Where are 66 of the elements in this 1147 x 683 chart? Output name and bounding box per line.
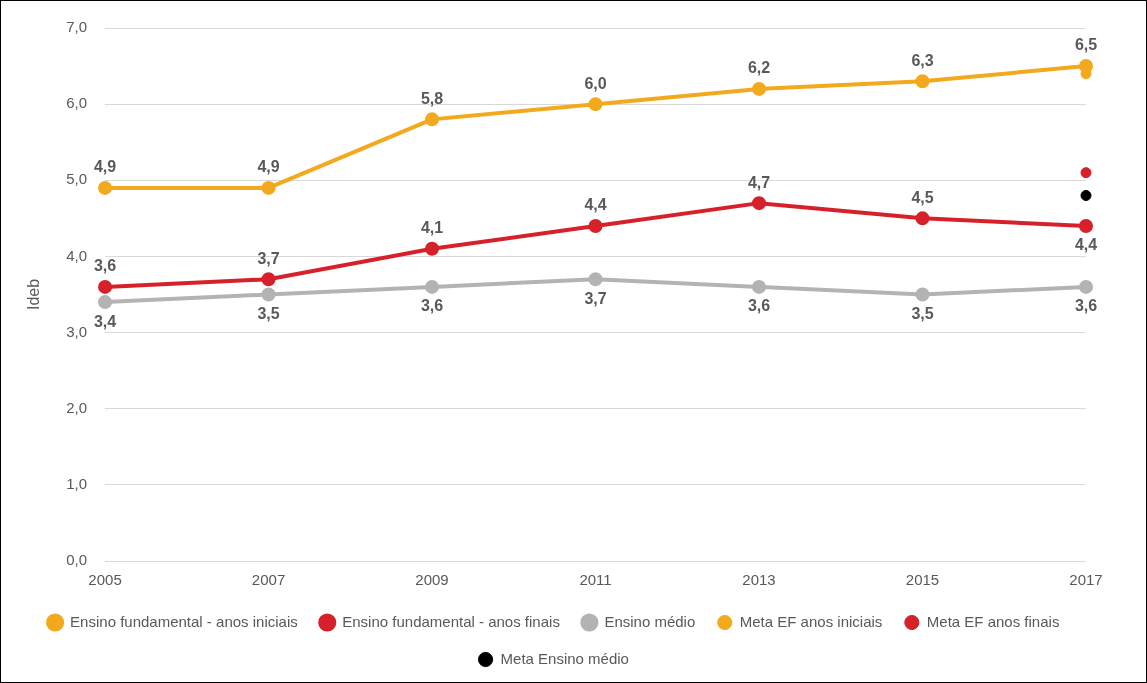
data-label: 3,6 [93,257,117,275]
point [98,279,113,294]
y-tick-label: 4,0 [66,246,88,264]
data-label: 6,5 [1074,36,1098,54]
point [588,272,603,287]
data-label: 4,9 [257,158,280,176]
y-tick-label: 6,0 [66,94,88,112]
point [425,279,440,294]
y-tick-label: 3,0 [66,322,88,340]
point [915,74,930,89]
data-label: 4,4 [1074,236,1098,254]
point [425,112,440,127]
data-label: 3,5 [911,304,934,322]
point [98,295,113,310]
point [98,180,113,195]
point [425,241,440,256]
data-label: 3,4 [93,312,117,330]
data-label: 4,1 [420,219,444,237]
legend-label: Ensino fundamental - anos finais [342,612,560,630]
data-label: 3,6 [747,297,771,315]
point [261,180,276,195]
y-tick-label: 0,0 [66,551,88,569]
x-tick-label: 2013 [742,571,776,589]
data-label: 4,4 [584,196,607,214]
legend-label: Meta Ensino médio [500,649,629,667]
x-tick-label: 2009 [415,571,449,589]
x-tick-label: 2015 [905,571,940,589]
y-tick-label: 1,0 [66,475,88,492]
point [752,196,767,211]
y-tick-label: 7,0 [66,18,88,36]
point [588,218,603,233]
point [1080,190,1092,202]
point [261,287,276,302]
point [752,81,767,96]
y-tick-label: 2,0 [66,398,88,416]
data-label: 5,8 [420,89,444,107]
data-label: 6,3 [911,51,934,69]
point [915,211,930,226]
x-tick-label: 2011 [579,571,612,589]
point [1079,279,1093,294]
point [1080,167,1092,179]
point [1079,218,1093,233]
data-label: 6,2 [747,59,771,77]
data-label: 3,6 [420,297,444,315]
data-label: 4,7 [747,173,771,191]
data-label: 6,0 [584,74,607,92]
x-tick-label: 2005 [88,571,122,589]
data-label: 4,5 [911,188,934,206]
legend-label: Ensino médio [604,612,696,630]
x-tick-label: 2007 [251,571,286,589]
y-tick-label: 5,0 [66,170,88,188]
data-label: 4,9 [93,158,117,176]
data-label: 3,7 [584,289,607,307]
point [1079,59,1093,74]
legend-label: Meta EF anos iniciais [739,612,883,630]
point [915,287,930,302]
legend-label: Ensino fundamental - anos iniciais [70,612,298,630]
legend-label: Meta EF anos finais [926,612,1060,630]
data-label: 3,7 [257,249,280,267]
y-axis-title: Ideb [25,278,43,311]
data-label: 3,6 [1074,297,1098,315]
point [261,272,276,287]
point [588,97,603,112]
point [752,279,767,294]
x-tick-label: 2017 [1069,571,1103,589]
data-label: 3,5 [257,304,280,322]
